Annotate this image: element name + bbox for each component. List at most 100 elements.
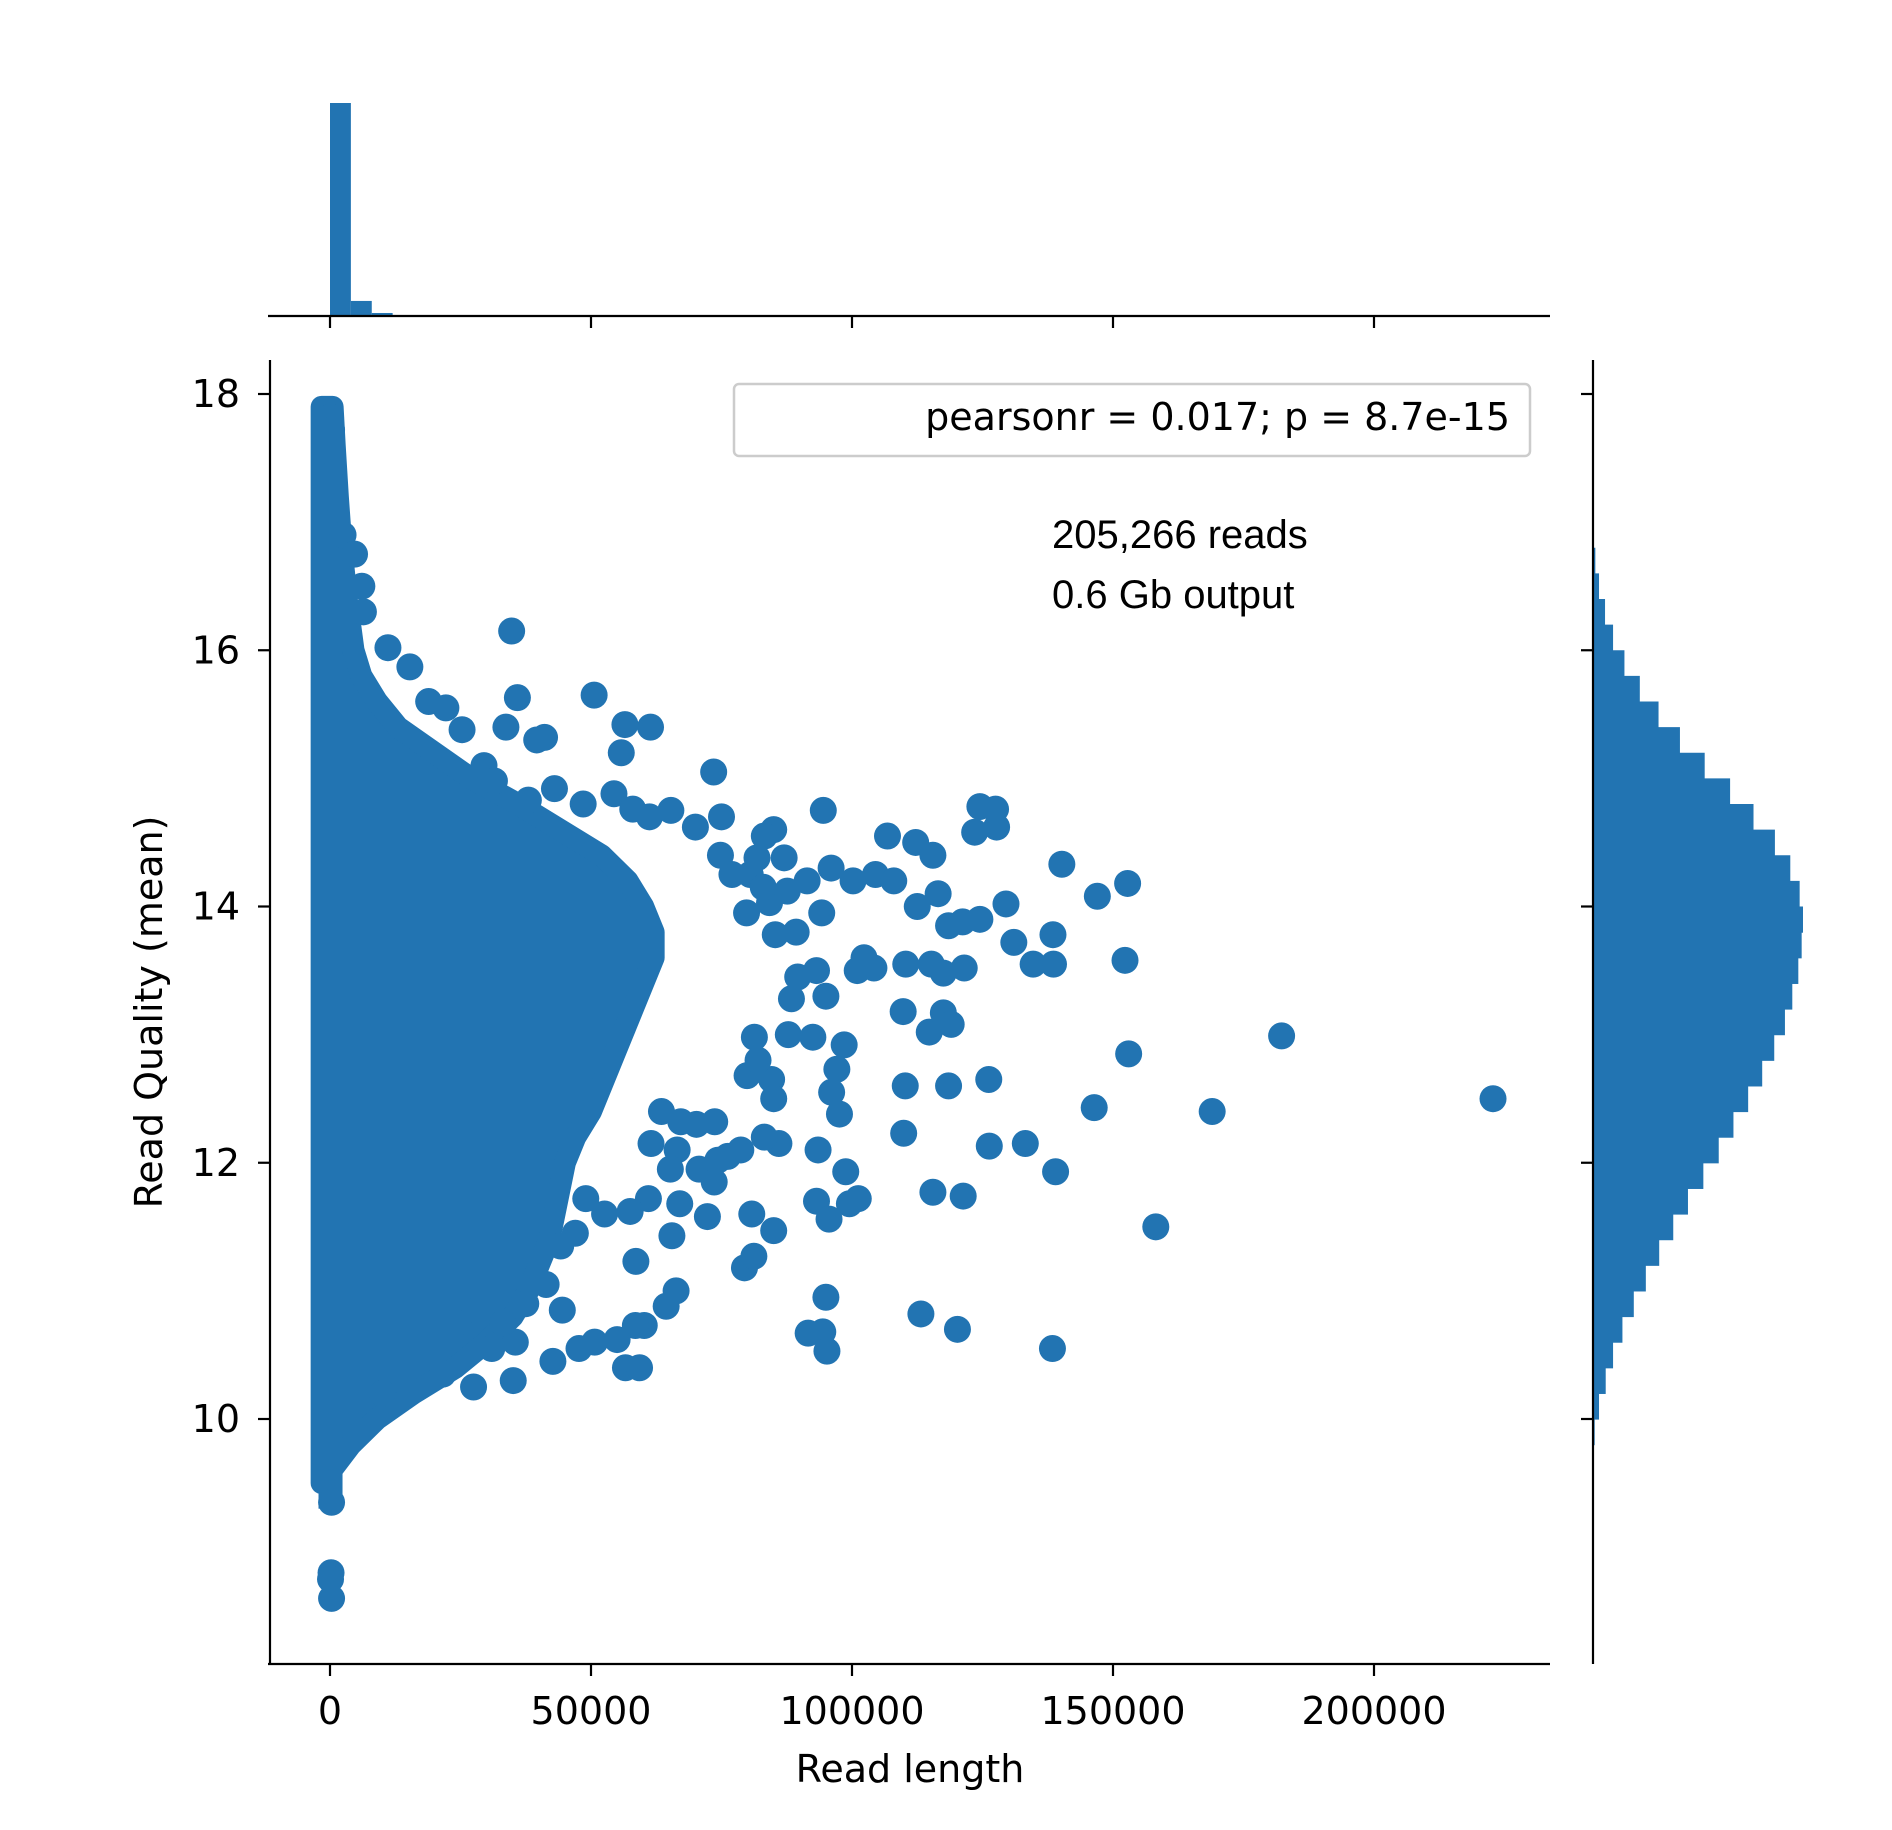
scatter-point [1039,921,1067,949]
scatter-point [448,716,476,744]
right-hist-bar [1593,1188,1688,1215]
scatter-point [992,890,1020,918]
scatter-point [738,1200,766,1228]
x-axis-title: Read length [796,1747,1025,1791]
scatter-point [1080,1094,1108,1122]
scatter-point [873,822,901,850]
x-tick-label: 50000 [531,1689,652,1733]
scatter-point [907,1300,935,1328]
right-hist-bar [1593,752,1705,779]
x-tick-label: 0 [318,1689,342,1733]
scatter-point [1038,1335,1066,1363]
scatter-point [512,1290,540,1318]
right-hist-bar [1593,1009,1785,1036]
scatter-point [812,1283,840,1311]
scatter-point [949,1182,977,1210]
scatter-point [463,1296,491,1324]
scatter-point [622,1247,650,1275]
scatter-point [804,1136,832,1164]
top-hist-bar [330,103,351,316]
scatter-point [656,1155,684,1183]
y-tick-label: 16 [192,628,240,672]
right-hist-bar [1593,1316,1623,1343]
scatter-point [611,711,639,739]
scatter-point [666,1190,694,1218]
scatter-point [749,873,777,901]
scatter-point [580,681,608,709]
scatter-point [1039,950,1067,978]
scatter-point [743,844,771,872]
scatter-point [681,813,709,841]
right-hist-bar [1593,1290,1634,1318]
scatter-point [349,598,377,626]
scatter-point [812,982,840,1010]
scatter-point [760,1217,788,1245]
right-hist-bar [1593,1214,1674,1241]
right-hist-bar [1593,1085,1749,1113]
scatter-point [1042,1158,1070,1186]
right-hist-bar [1593,1265,1646,1292]
scatter-point [815,1205,843,1233]
right-hist-bar [1593,547,1596,574]
right-hist-bar [1593,804,1754,831]
scatter-point [591,1200,619,1228]
scatter-point [318,1488,346,1516]
scatter-point [637,713,665,741]
scatter-point [548,1296,576,1324]
scatter-point [844,1185,872,1213]
right-hist-bar [1593,957,1799,984]
scatter-point [657,796,685,824]
scatter-point [700,1168,728,1196]
scatter-point [547,1232,575,1260]
scatter-point [1019,950,1047,978]
scatter-point [621,1311,649,1339]
scatter-point [708,803,735,831]
scatter-point [740,1242,768,1270]
scatter-point [830,1031,858,1059]
right-hist-bar [1593,599,1606,626]
right-hist-bar [1593,1239,1660,1266]
right-hist-bar [1593,778,1731,805]
legend-text: pearsonr = 0.017; p = 8.7e-15 [925,395,1510,439]
scatter-point [492,713,520,741]
y-tick-label: 10 [192,1397,240,1441]
scatter-point [935,1072,963,1100]
scatter-point [919,841,947,869]
scatter-point [658,1222,686,1250]
scatter-point [514,786,542,814]
right-hist-bar [1593,1137,1719,1164]
y-tick-label: 14 [192,885,240,929]
y-axis-ticks: 10 12 14 16 18 [192,372,270,1441]
scatter-point [773,877,801,905]
right-hist-bar [1593,880,1800,908]
scatter-point [937,1010,965,1038]
scatter-point [1048,850,1076,878]
scatter-point [750,1123,778,1151]
scatter-point [777,985,805,1013]
scatter-point [662,1277,690,1305]
right-hist-bar [1593,1034,1775,1061]
x-tick-label: 150000 [1040,1689,1185,1733]
scatter-point [750,822,778,850]
scatter-point [396,653,424,681]
top-hist-ticks [328,316,1376,328]
scatter-point [903,893,931,920]
right-hist-bar [1593,701,1659,728]
right-hist-bar [1593,1111,1734,1138]
scatter-point [975,1132,1003,1160]
scatter-point [480,767,508,795]
scatter-point [607,739,635,767]
dense-point-column [318,413,343,1509]
x-tick-label: 200000 [1301,1689,1446,1733]
top-hist-bar [350,300,372,316]
right-hist-ticks [1581,392,1593,1421]
top-hist-bar [371,312,393,316]
y-axis-title: Read Quality (mean) [127,816,171,1209]
right-hist-bar [1593,1393,1600,1420]
scatter-point [374,634,402,662]
scatter-point [943,1315,971,1343]
right-hist-bar [1593,573,1600,600]
scatter-point [499,1367,527,1395]
legend: pearsonr = 0.017; p = 8.7e-15 [732,382,1532,458]
